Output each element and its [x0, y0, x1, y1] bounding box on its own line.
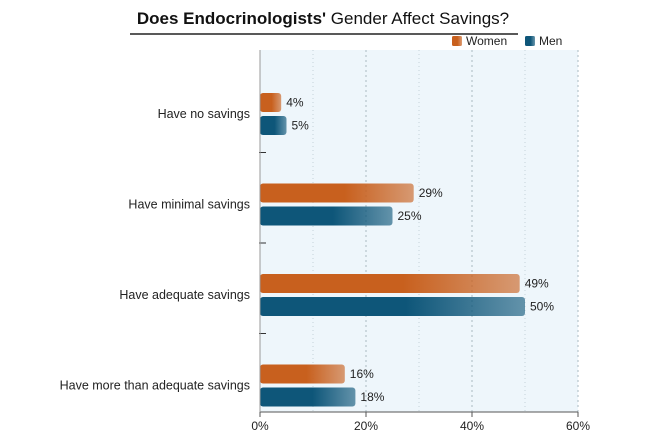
data-label: 18%	[360, 390, 384, 404]
bar-women	[260, 183, 414, 203]
legend-label-women: Women	[466, 34, 507, 48]
data-label: 49%	[525, 277, 549, 291]
data-label: 5%	[292, 119, 310, 133]
bars	[260, 93, 525, 407]
x-tick-label: 40%	[460, 419, 484, 433]
data-label: 50%	[530, 300, 554, 314]
data-label: 16%	[350, 367, 374, 381]
chart-title-rest: Gender Affect Savings?	[326, 9, 509, 28]
data-labels: 4% 5% 29% 25% 49% 50% 16% 18%	[286, 96, 554, 405]
legend-swatch-women	[452, 36, 462, 46]
category-label: Have adequate savings	[119, 288, 250, 302]
bar-men	[260, 387, 356, 407]
legend: Women Men	[452, 34, 562, 48]
data-label: 4%	[286, 96, 304, 110]
category-labels: Have no savings Have minimal savings Have …	[60, 107, 266, 393]
x-tick-label: 0%	[251, 419, 269, 433]
category-label: Have no savings	[158, 107, 250, 121]
gridlines	[312, 50, 579, 412]
x-axis: 0% 20% 40% 60%	[251, 50, 590, 433]
bar-women	[260, 93, 282, 112]
chart-title-bold: Does Endocrinologists'	[137, 9, 326, 28]
bar-men	[260, 206, 393, 226]
data-label: 29%	[419, 186, 443, 200]
bar-women	[260, 274, 520, 293]
chart-title: Does Endocrinologists' Gender Affect Sav…	[137, 9, 509, 28]
data-label: 25%	[398, 209, 422, 223]
legend-swatch-men	[525, 36, 535, 46]
bar-women	[260, 364, 345, 384]
legend-label-men: Men	[539, 34, 562, 48]
bar-men	[260, 297, 525, 316]
category-label: Have minimal savings	[128, 198, 250, 212]
category-label: Have more than adequate savings	[60, 379, 250, 393]
x-tick-label: 60%	[566, 419, 590, 433]
x-tick-label: 20%	[354, 419, 378, 433]
bar-men	[260, 116, 287, 135]
